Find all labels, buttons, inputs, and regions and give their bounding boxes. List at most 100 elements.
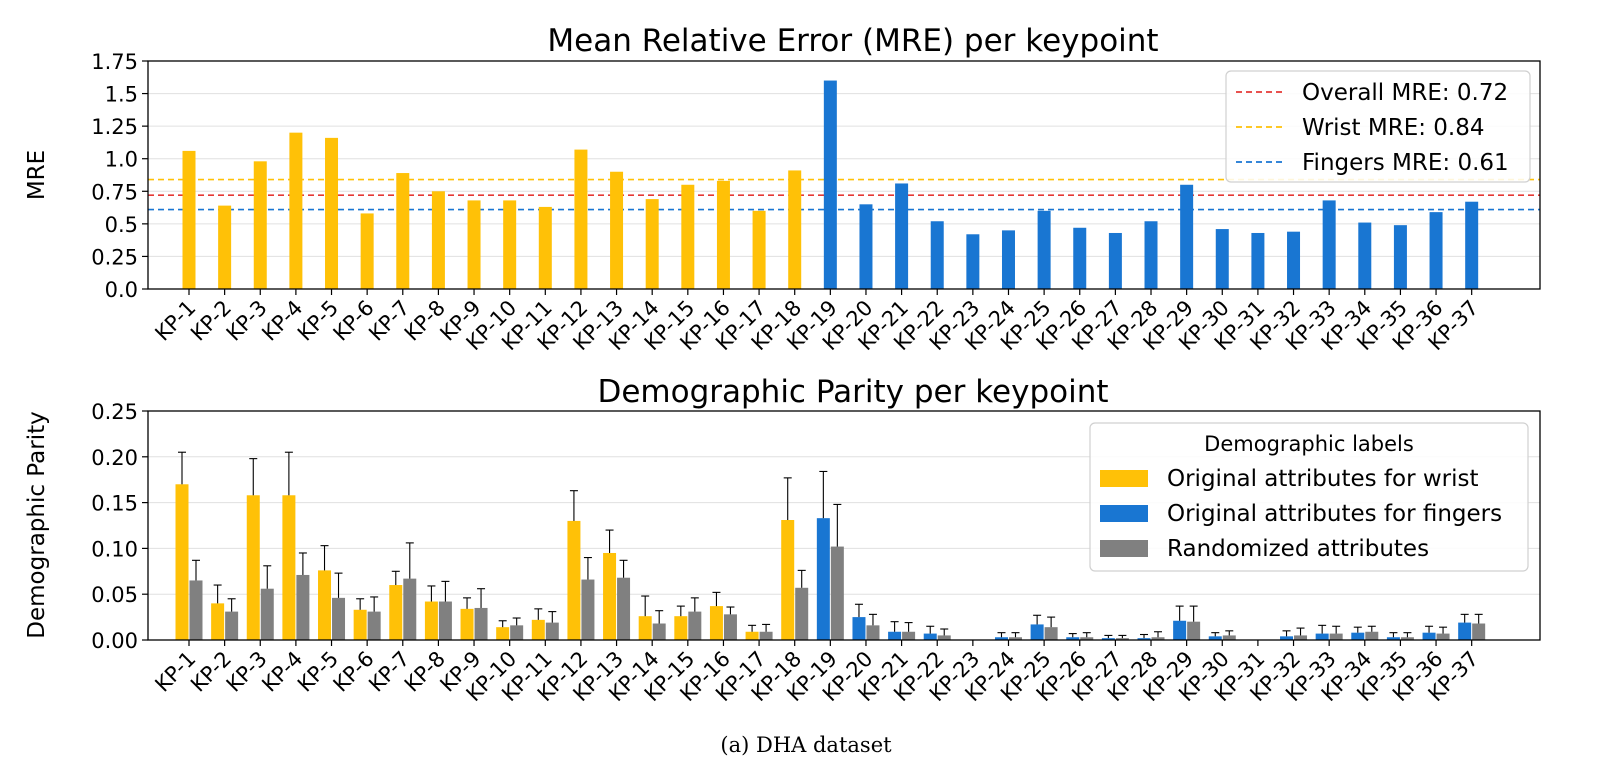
mre-bar bbox=[930, 221, 944, 289]
mre-bar bbox=[895, 183, 909, 289]
parity-bar bbox=[830, 546, 844, 640]
c2-y-tick-label: 0.10 bbox=[91, 537, 138, 561]
parity-bar bbox=[781, 520, 795, 640]
mre-bar bbox=[396, 173, 410, 289]
mre-bar bbox=[1429, 212, 1443, 289]
parity-bar bbox=[403, 578, 417, 640]
mre-bar bbox=[966, 234, 980, 289]
parity-bar bbox=[1400, 637, 1414, 640]
parity-bar bbox=[581, 579, 595, 640]
parity-bar bbox=[1151, 637, 1165, 640]
parity-bar bbox=[1115, 638, 1129, 640]
mre-bar bbox=[1144, 221, 1158, 289]
parity-bar bbox=[638, 616, 652, 640]
c1-y-tick-label: 0.0 bbox=[105, 278, 138, 302]
parity-bar bbox=[674, 616, 688, 640]
parity-bar bbox=[994, 637, 1008, 640]
c1-y-tick-label: 1.0 bbox=[105, 148, 138, 172]
mre-y-ticks: 0.0 0.25 0.5 0.75 1.0 1.25 1.5 1.75 bbox=[91, 50, 148, 302]
parity-bars bbox=[175, 451, 1486, 640]
mre-bar bbox=[218, 205, 232, 289]
parity-bar bbox=[816, 518, 830, 640]
parity-bar bbox=[1173, 620, 1187, 640]
c2-y-tick-label: 0.25 bbox=[91, 400, 138, 424]
parity-bar bbox=[225, 611, 239, 640]
parity-bar bbox=[852, 617, 866, 640]
mre-y-axis-label: MRE bbox=[24, 150, 50, 200]
mre-bar bbox=[431, 191, 445, 289]
parity-bar bbox=[745, 631, 759, 640]
parity-bar bbox=[1458, 622, 1472, 640]
parity-bar bbox=[1436, 633, 1450, 640]
parity-bar bbox=[567, 520, 581, 640]
mre-chart: Mean Relative Error (MRE) per keypoint M… bbox=[24, 23, 1541, 355]
parity-bar bbox=[389, 585, 403, 640]
parity-bar bbox=[709, 606, 723, 640]
parity-bar bbox=[367, 611, 381, 640]
parity-legend-label: Original attributes for fingers bbox=[1167, 501, 1502, 527]
mre-bar bbox=[1251, 232, 1265, 289]
parity-legend-label: Randomized attributes bbox=[1167, 536, 1429, 562]
mre-gridlines bbox=[148, 60, 1540, 290]
mre-bar bbox=[610, 171, 624, 289]
parity-bar bbox=[296, 574, 310, 640]
parity-bar bbox=[531, 619, 545, 640]
parity-bar bbox=[1365, 631, 1379, 640]
parity-legend-swatch bbox=[1100, 505, 1148, 522]
c2-y-tick-label: 0.15 bbox=[91, 492, 138, 516]
mre-bar bbox=[859, 204, 873, 289]
parity-bar bbox=[1472, 623, 1486, 640]
mre-bar bbox=[716, 180, 730, 289]
mre-bar bbox=[1465, 201, 1479, 289]
parity-bar bbox=[888, 631, 902, 640]
mre-legend-label: Overall MRE: 0.72 bbox=[1302, 80, 1508, 106]
parity-legend-swatch bbox=[1100, 540, 1148, 557]
parity-bar bbox=[1137, 638, 1151, 640]
mre-bar bbox=[645, 199, 659, 289]
mre-legend-label: Fingers MRE: 0.61 bbox=[1302, 150, 1509, 176]
parity-bar bbox=[795, 587, 809, 640]
parity-bar bbox=[1066, 637, 1080, 640]
c1-y-tick-label: 0.75 bbox=[91, 180, 138, 204]
mre-bar bbox=[1073, 227, 1087, 289]
parity-bar bbox=[424, 601, 438, 640]
parity-bar bbox=[318, 570, 332, 640]
c1-y-tick-label: 1.5 bbox=[105, 83, 138, 107]
mre-bar bbox=[823, 80, 837, 290]
parity-bar bbox=[460, 608, 474, 640]
parity-bar bbox=[1208, 636, 1222, 640]
mre-bar bbox=[1037, 210, 1051, 289]
parity-bar bbox=[688, 611, 702, 640]
mre-bar bbox=[788, 170, 802, 289]
parity-y-axis-label: Demographic Parity bbox=[24, 411, 50, 638]
parity-bar bbox=[1329, 633, 1343, 640]
parity-bar bbox=[474, 607, 488, 640]
parity-chart-title: Demographic Parity per keypoint bbox=[597, 374, 1108, 410]
parity-bar bbox=[353, 609, 367, 640]
mre-bar bbox=[681, 184, 695, 289]
parity-bar bbox=[902, 631, 916, 640]
mre-bar bbox=[1108, 232, 1122, 289]
mre-bar bbox=[325, 137, 339, 289]
mre-bar bbox=[360, 213, 374, 289]
c2-y-tick-label: 0.05 bbox=[91, 583, 138, 607]
parity-bar bbox=[545, 622, 559, 640]
parity-bar bbox=[723, 614, 737, 640]
parity-bar bbox=[510, 625, 524, 640]
mre-bar bbox=[538, 206, 552, 289]
mre-legend-box bbox=[1225, 70, 1531, 183]
parity-bar bbox=[1222, 635, 1236, 640]
parity-y-ticks: 0.00 0.05 0.10 0.15 0.20 0.25 bbox=[91, 400, 148, 653]
parity-bar bbox=[1008, 637, 1022, 640]
parity-bar bbox=[1030, 624, 1044, 640]
mre-bar bbox=[1180, 184, 1194, 289]
parity-bar bbox=[617, 577, 631, 640]
mre-bar bbox=[1215, 229, 1229, 289]
mre-bar bbox=[1322, 200, 1336, 289]
parity-bar bbox=[1187, 621, 1201, 640]
parity-bar bbox=[652, 623, 666, 640]
c1-y-tick-label: 0.25 bbox=[91, 245, 138, 269]
parity-legend-box bbox=[1089, 422, 1529, 572]
parity-bar bbox=[260, 588, 274, 640]
parity-bar bbox=[1315, 633, 1329, 640]
